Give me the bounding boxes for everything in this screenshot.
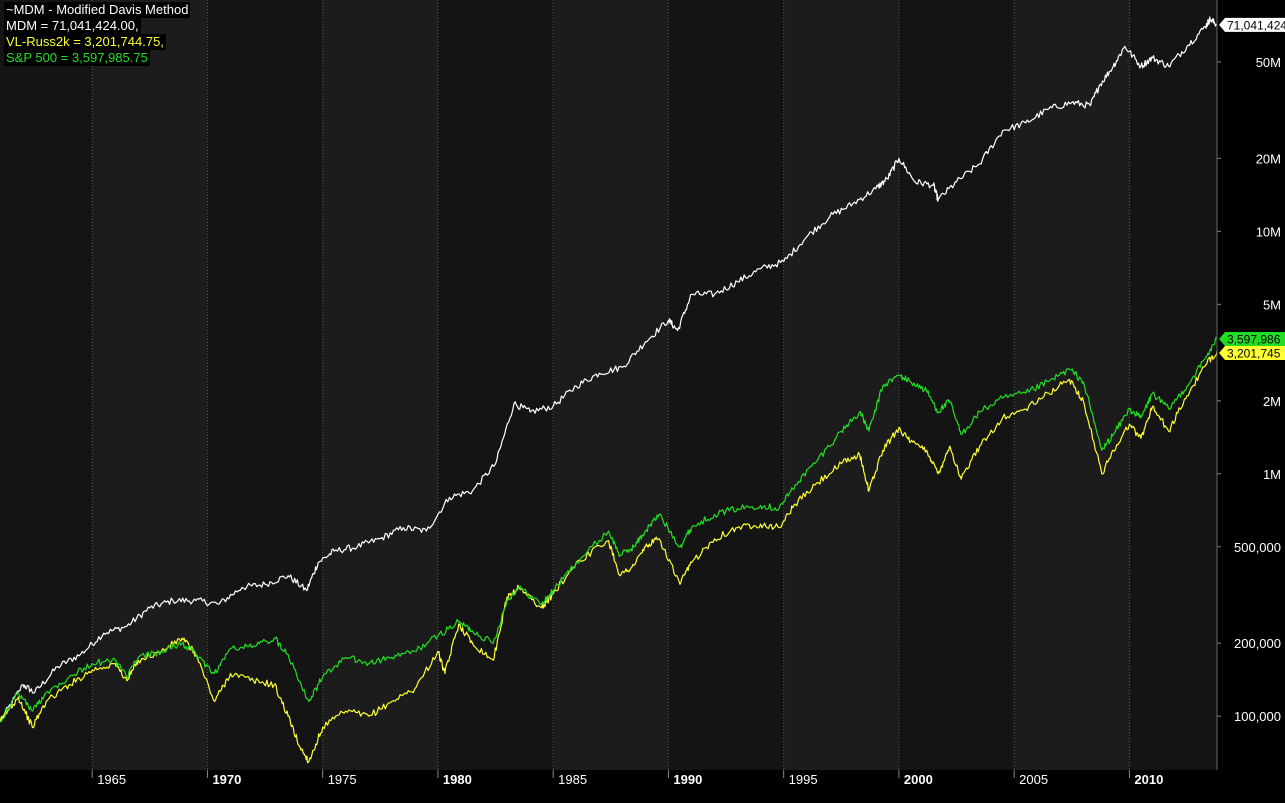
y-tick-500,000: 500,000 (1234, 540, 1281, 555)
x-tick-2005: 2005 (1019, 772, 1048, 787)
series-lines (0, 16, 1218, 764)
legend-russ2k: VL-Russ2k = 3,201,744.75, (4, 34, 166, 50)
last-value-label-vl-russ2k: 3,201,745 (1227, 346, 1281, 360)
series-line-vl-russ2k (0, 351, 1218, 764)
y-tick-1M: 1M (1263, 467, 1281, 482)
band-1990 (668, 0, 784, 770)
y-tick-2M: 2M (1263, 394, 1281, 409)
x-tick-1985: 1985 (558, 772, 587, 787)
last-value-label-mdm: 71,041,424 (1227, 18, 1285, 32)
x-tick-1980: 1980 (443, 772, 472, 787)
x-tick-1975: 1975 (328, 772, 357, 787)
x-tick-2000: 2000 (904, 772, 933, 787)
y-tick-5M: 5M (1263, 297, 1281, 312)
x-axis-strip (0, 770, 1285, 803)
plot-background (0, 0, 1217, 803)
series-line-s-p-500 (0, 336, 1218, 723)
band-1980 (437, 0, 554, 770)
y-tick-200,000: 200,000 (1234, 636, 1281, 651)
y-tick-20M: 20M (1256, 151, 1281, 166)
y-axis: 50M 20M 10M 5M 2M 1M 500,000 200,000 100,000 (1217, 0, 1285, 803)
legend-sp500: S&P 500 = 3,597,985.75 (4, 50, 150, 66)
legend-mdm: MDM = 71,041,424.00, (4, 18, 141, 34)
chart-title: ~MDM - Modified Davis Method (4, 2, 191, 18)
band-1970 (207, 0, 323, 770)
last-value-box-mdm (1219, 17, 1285, 32)
band-2010 (1129, 0, 1217, 770)
last-value-box-s-p-500 (1219, 331, 1285, 346)
y-axis-strip (1217, 0, 1285, 803)
y-tick-100,000: 100,000 (1234, 709, 1281, 724)
x-tick-1995: 1995 (789, 772, 818, 787)
x-tick-1965: 1965 (97, 772, 126, 787)
x-tick-1970: 1970 (212, 772, 241, 787)
year-bands (0, 0, 1217, 803)
y-tick-50M: 50M (1256, 55, 1281, 70)
x-tick-1990: 1990 (673, 772, 702, 787)
last-value-label-s-p-500: 3,597,986 (1227, 332, 1281, 346)
last-value-box-vl-russ2k (1219, 345, 1285, 360)
grid-lines (91, 0, 1130, 770)
band-1960 (0, 0, 93, 770)
chart-legend: ~MDM - Modified Davis Method MDM = 71,04… (4, 2, 191, 66)
series-line-mdm (0, 16, 1218, 722)
y-tick-10M: 10M (1256, 224, 1281, 239)
x-tick-2010: 2010 (1134, 772, 1163, 787)
